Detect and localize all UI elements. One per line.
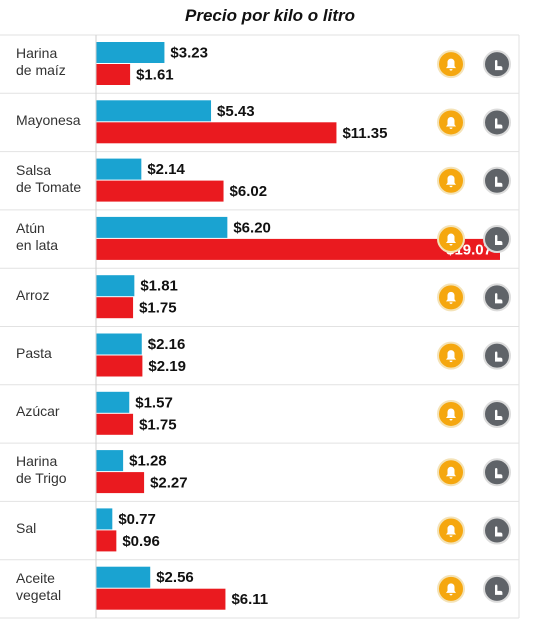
hand-shape [495, 468, 503, 479]
value-label: $11.35 [342, 125, 387, 142]
hand-shape [495, 526, 503, 537]
category-label: Azúcar [16, 403, 60, 420]
bar [96, 216, 228, 238]
hand-icon [483, 341, 511, 370]
value-label: $2.14 [147, 161, 185, 178]
bell-shape [446, 466, 456, 479]
bar [96, 275, 135, 297]
value-label: $6.02 [230, 183, 268, 200]
category-label: Arroz [16, 286, 50, 303]
bar [96, 588, 226, 610]
chart-title: Precio por kilo o litro [184, 6, 356, 25]
bar [96, 355, 143, 377]
category-label: Aceite vegetal [16, 569, 62, 603]
bell-shape [446, 175, 456, 188]
bell-icon [437, 458, 465, 487]
bar [96, 100, 212, 122]
hand-icon [483, 458, 511, 487]
bell-icon [437, 341, 465, 370]
hand-shape [495, 409, 503, 420]
hand-shape [495, 584, 503, 595]
bar [96, 64, 131, 85]
bell-shape [446, 291, 456, 304]
bar [96, 530, 117, 552]
category-label: Sal [16, 520, 37, 537]
bell-icon [437, 166, 465, 195]
bell-shape [446, 408, 456, 421]
value-label: $1.61 [136, 66, 174, 83]
hand-icon [483, 225, 511, 254]
value-label: $5.43 [217, 103, 255, 120]
bar [96, 566, 151, 588]
value-label: $1.75 [139, 300, 177, 317]
hand-icon [483, 399, 511, 428]
value-label: $1.81 [140, 278, 178, 295]
bar [96, 238, 500, 260]
value-label: $3.23 [170, 44, 208, 61]
category-label: Mayonesa [16, 111, 81, 128]
bar [96, 450, 124, 472]
bell-icon [437, 108, 465, 137]
bell-icon [437, 574, 465, 603]
bar [96, 333, 142, 355]
category-label: Atún en lata [16, 220, 59, 254]
hand-icon [483, 50, 511, 79]
bar [96, 122, 337, 144]
bell-icon [437, 50, 465, 79]
bar [96, 42, 165, 63]
category-label: Pasta [16, 345, 52, 362]
value-label: $2.27 [150, 475, 188, 492]
bell-icon [437, 516, 465, 545]
hand-shape [495, 351, 503, 362]
bell-shape [446, 350, 456, 363]
value-label: $1.28 [129, 453, 167, 470]
bar [96, 391, 130, 413]
value-label: $0.96 [122, 533, 160, 550]
bar [96, 508, 113, 530]
bar [96, 413, 134, 435]
hand-shape [495, 59, 503, 71]
value-label: $1.57 [135, 394, 173, 411]
hand-shape [495, 234, 503, 246]
bar [96, 297, 134, 319]
bell-icon [437, 283, 465, 312]
hand-shape [495, 293, 503, 304]
value-label: $6.20 [233, 219, 271, 236]
hand-icon [483, 166, 511, 195]
bell-shape [446, 116, 456, 129]
bar [96, 158, 142, 180]
bell-shape [446, 525, 456, 538]
bell-shape [446, 583, 456, 596]
bar [96, 472, 145, 494]
hand-icon [483, 574, 511, 603]
bell-icon [437, 399, 465, 428]
category-label: Harina de Trigo [16, 453, 67, 487]
hand-shape [495, 118, 503, 129]
category-label: Harina de maíz [16, 45, 66, 79]
bell-shape [446, 233, 456, 246]
bell-icon [437, 225, 465, 254]
value-label: $2.56 [156, 569, 194, 586]
bell-shape [446, 58, 456, 71]
category-label: Salsa de Tomate [16, 161, 82, 195]
hand-icon [483, 283, 511, 312]
value-label: $0.77 [118, 511, 156, 528]
value-label: $2.16 [148, 336, 186, 353]
hand-shape [495, 176, 503, 187]
hand-icon [483, 516, 511, 545]
hand-icon [483, 108, 511, 137]
value-label: $2.19 [148, 358, 186, 375]
value-label: $1.75 [139, 416, 177, 433]
bar [96, 180, 224, 202]
value-label: $6.11 [231, 591, 268, 608]
